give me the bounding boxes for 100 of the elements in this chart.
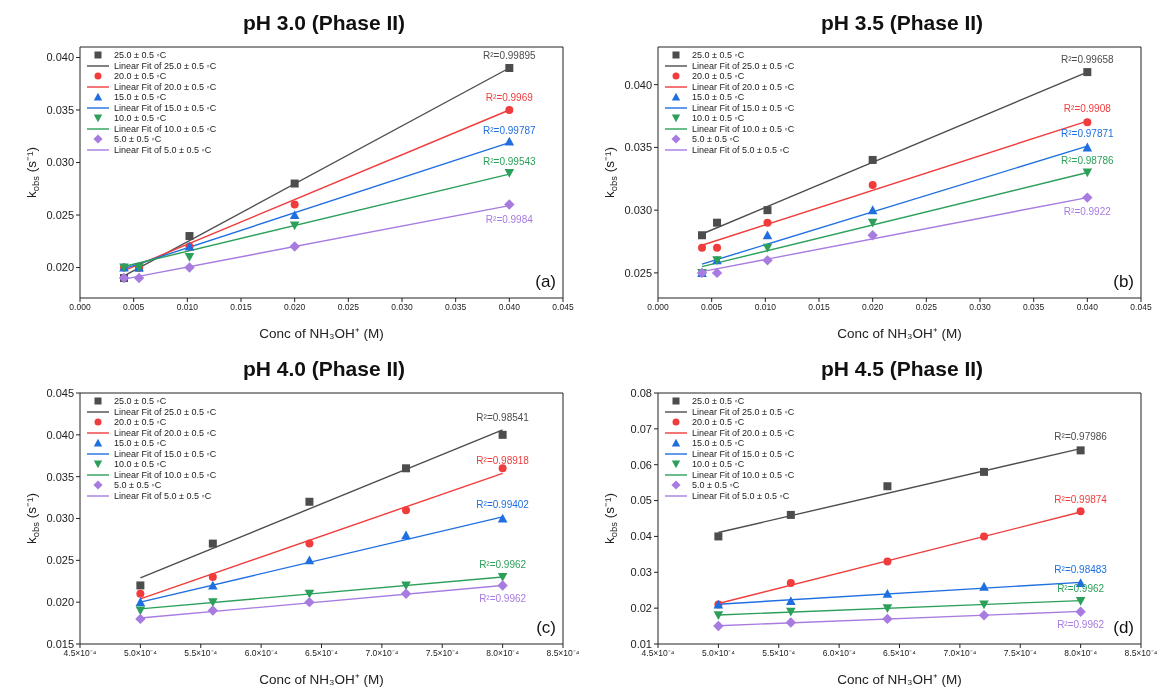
legend-label: 10.0 ± 0.5 ◦C [114,113,167,124]
legend-label: Linear Fit of 20.0 ± 0.5 ◦C [114,427,217,438]
legend-label: Linear Fit of 15.0 ± 0.5 ◦C [692,102,795,113]
x-tick-label: 0.000 [69,302,91,313]
x-tick-label: 0.040 [1076,302,1099,313]
annotation: R²=0.97986 [1054,430,1108,442]
legend-label: 10.0 ± 0.5 ◦C [114,459,167,470]
annotation: R²=0.9908 [1063,102,1112,114]
legend-label: Linear Fit of 20.0 ± 0.5 ◦C [114,81,217,92]
legend-label: 25.0 ± 0.5 ◦C [692,396,745,407]
x-tick-label: 0.010 [176,302,199,313]
annotation: R²=0.98541 [476,411,530,423]
annotation: R²=0.99543 [483,155,537,167]
legend-label: Linear Fit of 10.0 ± 0.5 ◦C [114,123,217,134]
x-tick-label: 0.000 [647,302,669,313]
annotation: R²=0.99658 [1061,53,1115,65]
legend-label: Linear Fit of 25.0 ± 0.5 ◦C [692,406,795,417]
y-tick-label: 0.035 [46,470,74,483]
y-tick-label: 0.03 [630,566,652,579]
y-tick-label: 0.05 [630,494,652,507]
y-tick-label: 0.035 [46,103,74,116]
legend-label: 20.0 ± 0.5 ◦C [114,71,167,82]
x-tick-label: 0.020 [284,302,306,313]
annotation: R²=0.99895 [483,49,537,61]
annotation: R²=0.9962 [1057,582,1105,594]
chart-title: pH 4.5 (Phase II) [819,356,985,382]
legend-label: Linear Fit of 10.0 ± 0.5 ◦C [692,123,795,134]
legend-label: 15.0 ± 0.5 ◦C [692,92,745,103]
legend-label: 20.0 ± 0.5 ◦C [692,71,745,82]
annotation: R²=0.98483 [1054,563,1108,575]
annotation: (a) [535,272,556,292]
y-tick-label: 0.025 [624,266,652,279]
x-axis-title: Conc of NH₃OH⁺ (M) [259,326,384,341]
y-tick-label: 0.015 [46,637,74,650]
y-tick-label: 0.020 [46,596,74,609]
x-tick-label: 0.025 [915,302,938,313]
annotation: (c) [536,618,556,638]
x-tick-label: 7.5×10⁻⁴ [425,648,460,659]
x-tick-label: 5.0×10⁻⁴ [123,648,158,659]
y-tick-label: 0.01 [630,637,652,650]
y-tick-label: 0.025 [46,208,74,221]
annotation: R²=0.9962 [1057,619,1105,631]
annotation: R²=0.98786 [1061,154,1115,166]
legend-label: 20.0 ± 0.5 ◦C [114,417,167,428]
annotation: R²=0.99402 [476,498,530,510]
x-tick-label: 0.035 [445,302,467,313]
y-tick-label: 0.030 [46,512,74,525]
x-axis-title: Conc of NH₃OH⁺ (M) [259,672,384,687]
legend-label: Linear Fit of 5.0 ± 0.5 ◦C [114,144,212,155]
annotation: R²=0.9962 [479,593,527,605]
legend-label: 10.0 ± 0.5 ◦C [692,113,745,124]
x-tick-label: 0.025 [337,302,360,313]
x-tick-label: 7.5×10⁻⁴ [1003,648,1038,659]
x-tick-label: 5.5×10⁻⁴ [762,648,796,659]
x-tick-label: 0.015 [808,302,830,313]
y-tick-label: 0.040 [46,428,74,441]
x-tick-label: 8.0×10⁻⁴ [1064,648,1098,659]
legend-label: Linear Fit of 10.0 ± 0.5 ◦C [114,469,217,480]
legend-label: Linear Fit of 5.0 ± 0.5 ◦C [114,490,212,501]
legend-label: 15.0 ± 0.5 ◦C [114,92,167,103]
y-tick-label: 0.02 [630,602,652,615]
x-tick-label: 0.045 [552,302,574,313]
legend-label: Linear Fit of 25.0 ± 0.5 ◦C [114,60,217,71]
x-tick-label: 0.040 [498,302,521,313]
legend-label: Linear Fit of 20.0 ± 0.5 ◦C [692,81,795,92]
annotation: R²=0.9962 [479,558,527,570]
y-tick-label: 0.08 [630,386,652,399]
annotation: R²=0.9969 [485,91,534,103]
x-tick-label: 5.0×10⁻⁴ [701,648,736,659]
annotation: R²=0.9984 [485,213,534,225]
x-axis-title: Conc of NH₃OH⁺ (M) [837,672,962,687]
x-tick-label: 0.035 [1023,302,1045,313]
x-tick-label: 5.5×10⁻⁴ [184,648,218,659]
x-tick-label: 0.005 [123,302,145,313]
annotation: (b) [1113,272,1134,292]
legend-label: 20.0 ± 0.5 ◦C [692,417,745,428]
legend-label: Linear Fit of 15.0 ± 0.5 ◦C [692,448,795,459]
legend-label: Linear Fit of 15.0 ± 0.5 ◦C [114,448,217,459]
x-tick-label: 8.5×10⁻⁴ [546,648,580,659]
x-tick-label: 0.005 [701,302,723,313]
legend-label: Linear Fit of 5.0 ± 0.5 ◦C [692,144,790,155]
legend-label: Linear Fit of 5.0 ± 0.5 ◦C [692,490,790,501]
y-tick-label: 0.07 [630,422,652,435]
y-tick-label: 0.025 [46,554,74,567]
annotation: R²=0.99787 [483,124,537,136]
y-tick-label: 0.06 [630,458,652,471]
chart-title: pH 3.5 (Phase II) [819,10,985,36]
x-tick-label: 4.5×10⁻⁴ [63,648,97,659]
legend-label: Linear Fit of 25.0 ± 0.5 ◦C [692,60,795,71]
y-tick-label: 0.045 [46,386,74,399]
legend-label: 5.0 ± 0.5 ◦C [114,134,162,145]
x-tick-label: 6.0×10⁻⁴ [822,648,856,659]
legend-label: 5.0 ± 0.5 ◦C [692,134,740,145]
legend-label: 5.0 ± 0.5 ◦C [692,480,740,491]
legend-label: Linear Fit of 15.0 ± 0.5 ◦C [114,102,217,113]
x-tick-label: 8.5×10⁻⁴ [1124,648,1158,659]
x-tick-label: 6.5×10⁻⁴ [883,648,917,659]
legend-label: 5.0 ± 0.5 ◦C [114,480,162,491]
x-tick-label: 7.0×10⁻⁴ [943,648,977,659]
annotation: R²=0.99874 [1054,493,1108,505]
